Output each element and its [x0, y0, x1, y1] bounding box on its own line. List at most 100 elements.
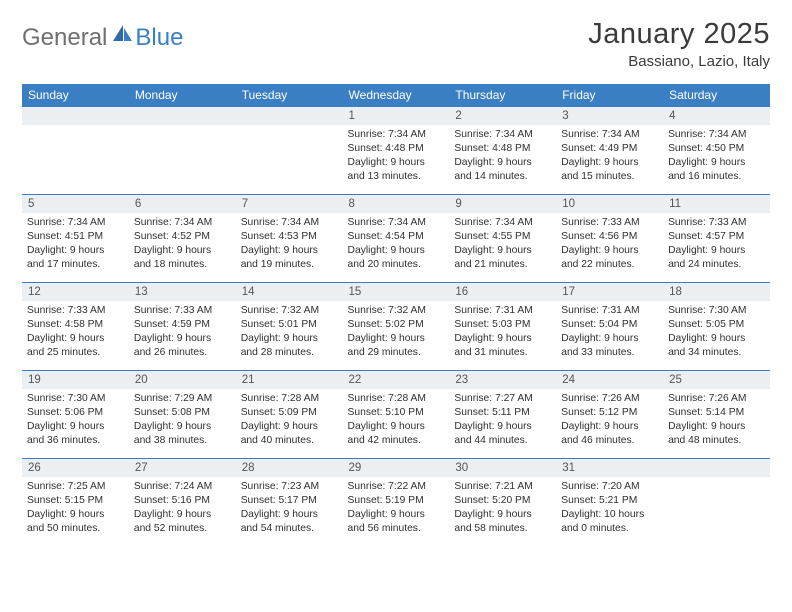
sunrise-line: Sunrise: 7:29 AM [134, 392, 231, 406]
sunrise-line: Sunrise: 7:32 AM [241, 304, 338, 318]
day-cell: 24Sunrise: 7:26 AMSunset: 5:12 PMDayligh… [556, 371, 663, 459]
day-cell: 27Sunrise: 7:24 AMSunset: 5:16 PMDayligh… [129, 459, 236, 547]
sunrise-line: Sunrise: 7:34 AM [241, 216, 338, 230]
sunrise-line: Sunrise: 7:31 AM [454, 304, 551, 318]
day-body: Sunrise: 7:30 AMSunset: 5:05 PMDaylight:… [663, 301, 770, 364]
day-number: 16 [449, 283, 556, 301]
day-body: Sunrise: 7:23 AMSunset: 5:17 PMDaylight:… [236, 477, 343, 540]
daylight-line: Daylight: 9 hours and 42 minutes. [348, 420, 445, 448]
day-number: 17 [556, 283, 663, 301]
sunrise-line: Sunrise: 7:34 AM [668, 128, 765, 142]
day-body: Sunrise: 7:20 AMSunset: 5:21 PMDaylight:… [556, 477, 663, 540]
daylight-line: Daylight: 10 hours and 0 minutes. [561, 508, 658, 536]
day-header-thursday: Thursday [449, 84, 556, 107]
sunset-line: Sunset: 5:06 PM [27, 406, 124, 420]
day-cell: 5Sunrise: 7:34 AMSunset: 4:51 PMDaylight… [22, 195, 129, 283]
day-cell [663, 459, 770, 547]
day-number: 25 [663, 371, 770, 389]
day-body: Sunrise: 7:28 AMSunset: 5:09 PMDaylight:… [236, 389, 343, 452]
sunset-line: Sunset: 4:48 PM [348, 142, 445, 156]
day-cell: 4Sunrise: 7:34 AMSunset: 4:50 PMDaylight… [663, 107, 770, 195]
day-cell: 22Sunrise: 7:28 AMSunset: 5:10 PMDayligh… [343, 371, 450, 459]
sunset-line: Sunset: 5:14 PM [668, 406, 765, 420]
daylight-line: Daylight: 9 hours and 33 minutes. [561, 332, 658, 360]
day-cell: 12Sunrise: 7:33 AMSunset: 4:58 PMDayligh… [22, 283, 129, 371]
day-body: Sunrise: 7:33 AMSunset: 4:58 PMDaylight:… [22, 301, 129, 364]
day-cell [22, 107, 129, 195]
day-body: Sunrise: 7:32 AMSunset: 5:02 PMDaylight:… [343, 301, 450, 364]
sunset-line: Sunset: 4:59 PM [134, 318, 231, 332]
sunset-line: Sunset: 4:51 PM [27, 230, 124, 244]
logo: General Blue [22, 24, 183, 52]
day-number: 5 [22, 195, 129, 213]
day-body: Sunrise: 7:34 AMSunset: 4:49 PMDaylight:… [556, 125, 663, 188]
day-body: Sunrise: 7:22 AMSunset: 5:19 PMDaylight:… [343, 477, 450, 540]
day-number [663, 459, 770, 477]
daylight-line: Daylight: 9 hours and 17 minutes. [27, 244, 124, 272]
daylight-line: Daylight: 9 hours and 22 minutes. [561, 244, 658, 272]
sunrise-line: Sunrise: 7:34 AM [454, 216, 551, 230]
sunrise-line: Sunrise: 7:30 AM [668, 304, 765, 318]
day-header-friday: Friday [556, 84, 663, 107]
daylight-line: Daylight: 9 hours and 20 minutes. [348, 244, 445, 272]
sunset-line: Sunset: 5:15 PM [27, 494, 124, 508]
day-body: Sunrise: 7:34 AMSunset: 4:53 PMDaylight:… [236, 213, 343, 276]
day-number: 2 [449, 107, 556, 125]
daylight-line: Daylight: 9 hours and 28 minutes. [241, 332, 338, 360]
day-number: 22 [343, 371, 450, 389]
sunset-line: Sunset: 5:20 PM [454, 494, 551, 508]
day-number: 29 [343, 459, 450, 477]
sunrise-line: Sunrise: 7:33 AM [561, 216, 658, 230]
daylight-line: Daylight: 9 hours and 46 minutes. [561, 420, 658, 448]
day-body: Sunrise: 7:34 AMSunset: 4:48 PMDaylight:… [343, 125, 450, 188]
day-cell [236, 107, 343, 195]
logo-text-blue: Blue [135, 24, 183, 52]
day-body: Sunrise: 7:33 AMSunset: 4:57 PMDaylight:… [663, 213, 770, 276]
sunset-line: Sunset: 5:09 PM [241, 406, 338, 420]
day-number: 10 [556, 195, 663, 213]
sunset-line: Sunset: 5:04 PM [561, 318, 658, 332]
sunset-line: Sunset: 4:49 PM [561, 142, 658, 156]
sunrise-line: Sunrise: 7:20 AM [561, 480, 658, 494]
title-block: January 2025 Bassiano, Lazio, Italy [588, 18, 770, 70]
sunrise-line: Sunrise: 7:31 AM [561, 304, 658, 318]
day-body: Sunrise: 7:31 AMSunset: 5:04 PMDaylight:… [556, 301, 663, 364]
daylight-line: Daylight: 9 hours and 54 minutes. [241, 508, 338, 536]
day-body: Sunrise: 7:32 AMSunset: 5:01 PMDaylight:… [236, 301, 343, 364]
day-number: 14 [236, 283, 343, 301]
week-row: 26Sunrise: 7:25 AMSunset: 5:15 PMDayligh… [22, 459, 770, 547]
sunrise-line: Sunrise: 7:28 AM [241, 392, 338, 406]
daylight-line: Daylight: 9 hours and 29 minutes. [348, 332, 445, 360]
day-cell: 7Sunrise: 7:34 AMSunset: 4:53 PMDaylight… [236, 195, 343, 283]
sunset-line: Sunset: 5:03 PM [454, 318, 551, 332]
day-body: Sunrise: 7:21 AMSunset: 5:20 PMDaylight:… [449, 477, 556, 540]
day-number: 21 [236, 371, 343, 389]
month-title: January 2025 [588, 18, 770, 51]
sunset-line: Sunset: 5:02 PM [348, 318, 445, 332]
day-number: 24 [556, 371, 663, 389]
sunset-line: Sunset: 5:01 PM [241, 318, 338, 332]
day-cell: 15Sunrise: 7:32 AMSunset: 5:02 PMDayligh… [343, 283, 450, 371]
daylight-line: Daylight: 9 hours and 34 minutes. [668, 332, 765, 360]
sunrise-line: Sunrise: 7:30 AM [27, 392, 124, 406]
day-body: Sunrise: 7:31 AMSunset: 5:03 PMDaylight:… [449, 301, 556, 364]
day-cell: 3Sunrise: 7:34 AMSunset: 4:49 PMDaylight… [556, 107, 663, 195]
sunrise-line: Sunrise: 7:34 AM [561, 128, 658, 142]
day-number: 11 [663, 195, 770, 213]
day-cell: 25Sunrise: 7:26 AMSunset: 5:14 PMDayligh… [663, 371, 770, 459]
day-cell: 30Sunrise: 7:21 AMSunset: 5:20 PMDayligh… [449, 459, 556, 547]
day-body: Sunrise: 7:34 AMSunset: 4:50 PMDaylight:… [663, 125, 770, 188]
day-cell: 29Sunrise: 7:22 AMSunset: 5:19 PMDayligh… [343, 459, 450, 547]
day-cell: 1Sunrise: 7:34 AMSunset: 4:48 PMDaylight… [343, 107, 450, 195]
daylight-line: Daylight: 9 hours and 19 minutes. [241, 244, 338, 272]
day-number: 12 [22, 283, 129, 301]
sunset-line: Sunset: 4:58 PM [27, 318, 124, 332]
sunset-line: Sunset: 4:55 PM [454, 230, 551, 244]
sunrise-line: Sunrise: 7:34 AM [454, 128, 551, 142]
sunset-line: Sunset: 4:48 PM [454, 142, 551, 156]
sunset-line: Sunset: 5:11 PM [454, 406, 551, 420]
sunrise-line: Sunrise: 7:22 AM [348, 480, 445, 494]
week-row: 5Sunrise: 7:34 AMSunset: 4:51 PMDaylight… [22, 195, 770, 283]
day-number: 20 [129, 371, 236, 389]
daylight-line: Daylight: 9 hours and 48 minutes. [668, 420, 765, 448]
